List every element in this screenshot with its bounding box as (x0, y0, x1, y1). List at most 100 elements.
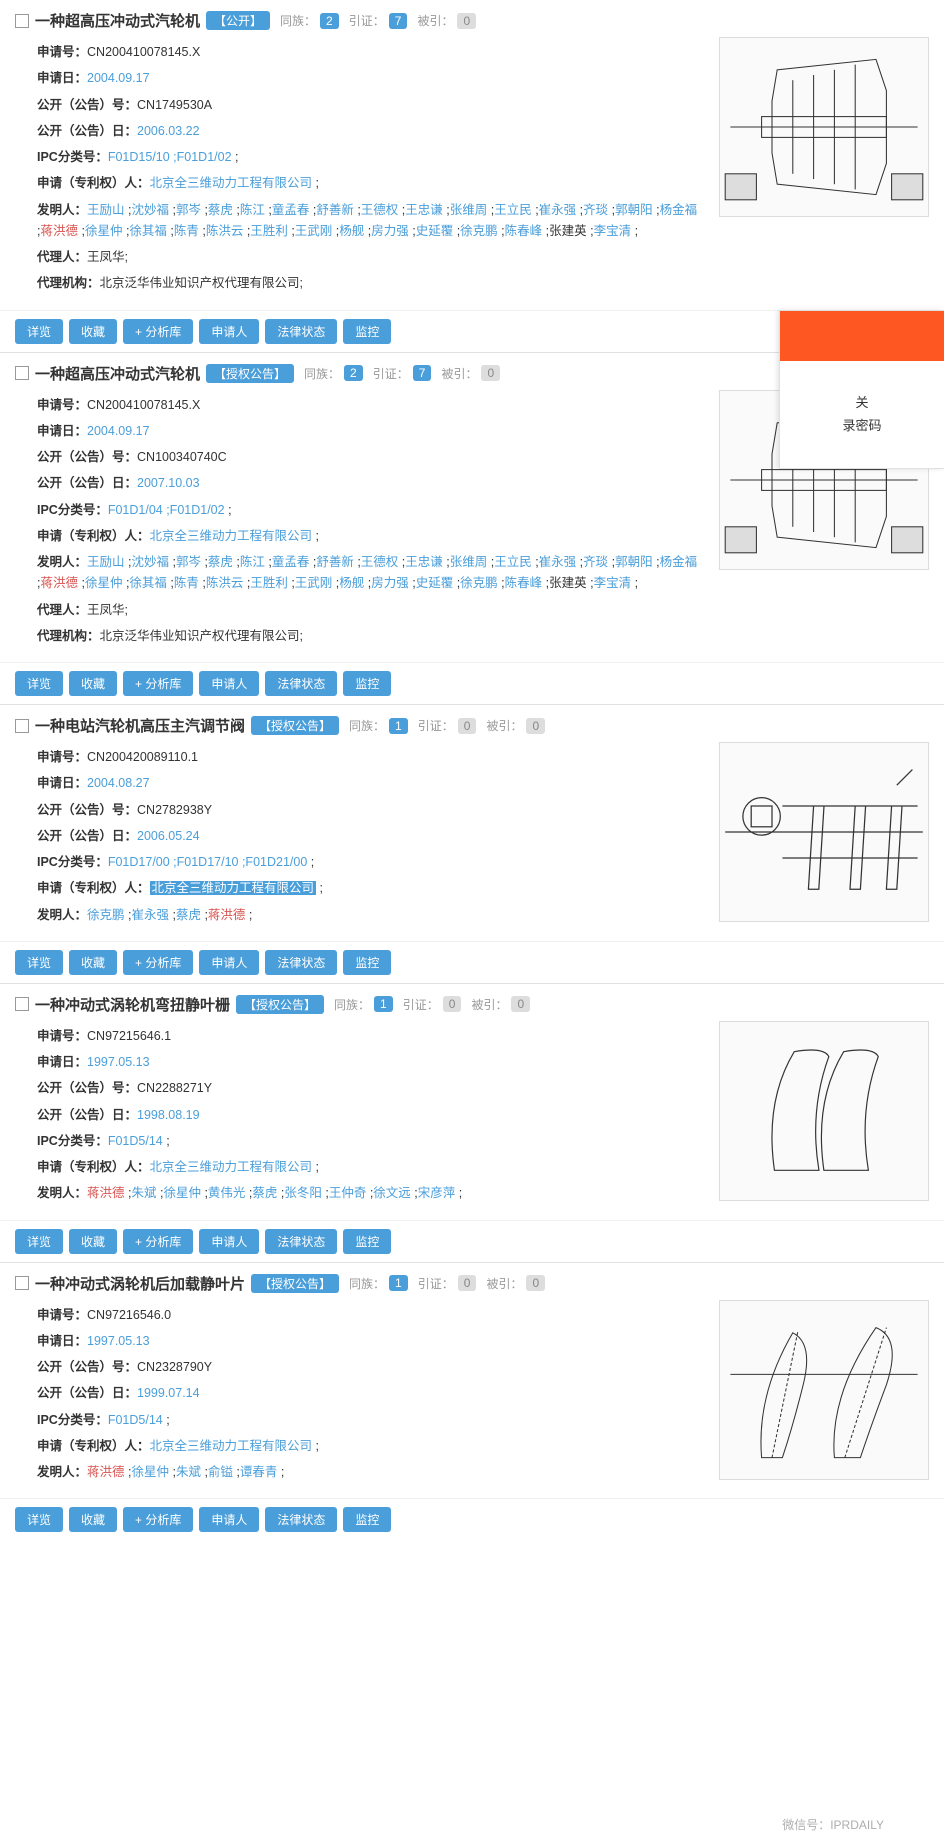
result-item: 一种冲动式涡轮机后加载静叶片 【授权公告】 同族：1 引证：0 被引：0 申请号… (0, 1262, 944, 1499)
inventors-row: 发明人：徐克鹏 ;崔永强 ;蔡虎 ;蒋洪德 ; (37, 905, 704, 926)
cited-count[interactable]: 被引：0 (482, 716, 545, 735)
side-panel-header[interactable] (780, 311, 944, 361)
legal-button[interactable]: 法律状态 (265, 319, 337, 344)
favorite-button[interactable]: 收藏 (69, 671, 117, 696)
select-checkbox[interactable] (15, 997, 29, 1011)
action-bar: 详览 收藏 + 分析库 申请人 法律状态 监控 (0, 941, 944, 983)
pub-no-row: 公开（公告）号：CN100340740C (37, 447, 704, 468)
action-bar: 详览 收藏 + 分析库 申请人 法律状态 监控 (0, 1498, 944, 1540)
patent-title[interactable]: 一种超高压冲动式汽轮机 (35, 10, 200, 31)
patent-title[interactable]: 一种超高压冲动式汽轮机 (35, 363, 200, 384)
monitor-button[interactable]: 监控 (343, 950, 391, 975)
patent-thumbnail[interactable] (719, 37, 929, 217)
analyze-button[interactable]: + 分析库 (123, 1229, 193, 1254)
family-count[interactable]: 同族：2 (300, 364, 363, 383)
family-count[interactable]: 同族：1 (330, 995, 393, 1014)
status-badge: 【授权公告】 (251, 1274, 339, 1293)
pub-date-row: 公开（公告）日：2007.10.03 (37, 473, 704, 494)
cited-count[interactable]: 被引：0 (413, 11, 476, 30)
applicant-button[interactable]: 申请人 (199, 671, 259, 696)
select-checkbox[interactable] (15, 719, 29, 733)
analyze-button[interactable]: + 分析库 (123, 319, 193, 344)
applicant-button[interactable]: 申请人 (199, 319, 259, 344)
family-count[interactable]: 同族：1 (345, 1274, 408, 1293)
inventors-row: 发明人：蒋洪德 ;徐星仲 ;朱斌 ;俞镒 ;谭春青 ; (37, 1462, 704, 1483)
cited-count[interactable]: 被引：0 (437, 364, 500, 383)
detail-button[interactable]: 详览 (15, 319, 63, 344)
applicant-button[interactable]: 申请人 (199, 950, 259, 975)
legal-button[interactable]: 法律状态 (265, 1507, 337, 1532)
legal-button[interactable]: 法律状态 (265, 950, 337, 975)
cite-count[interactable]: 引证：7 (345, 11, 408, 30)
app-date-row: 申请日：2004.08.27 (37, 773, 704, 794)
watermark: 微信号：IPRDAILY (782, 1816, 884, 1833)
ipc-row: IPC分类号：F01D5/14 ; (37, 1131, 704, 1152)
legal-button[interactable]: 法律状态 (265, 671, 337, 696)
patent-title[interactable]: 一种电站汽轮机高压主汽调节阀 (35, 715, 245, 736)
inventors-row: 发明人：蒋洪德 ;朱斌 ;徐星仲 ;黄伟光 ;蔡虎 ;张冬阳 ;王仲奇 ;徐文远… (37, 1183, 704, 1204)
app-no-row: 申请号：CN200420089110.1 (37, 747, 704, 768)
applicant-button[interactable]: 申请人 (199, 1507, 259, 1532)
app-date-row: 申请日：1997.05.13 (37, 1052, 704, 1073)
cite-count[interactable]: 引证：0 (414, 716, 477, 735)
favorite-button[interactable]: 收藏 (69, 950, 117, 975)
detail-button[interactable]: 详览 (15, 950, 63, 975)
monitor-button[interactable]: 监控 (343, 1507, 391, 1532)
legal-button[interactable]: 法律状态 (265, 1229, 337, 1254)
result-item: 一种冲动式涡轮机弯扭静叶栅 【授权公告】 同族：1 引证：0 被引：0 申请号：… (0, 983, 944, 1220)
status-badge: 【授权公告】 (251, 716, 339, 735)
result-item: 一种超高压冲动式汽轮机 【公开】 同族：2 引证：7 被引：0 申请号：CN20… (0, 0, 944, 310)
select-checkbox[interactable] (15, 366, 29, 380)
patent-thumbnail[interactable] (719, 742, 929, 922)
login-side-panel: 关 录密码 (779, 310, 944, 469)
action-bar: 详览 收藏 + 分析库 申请人 法律状态 监控 (0, 662, 944, 704)
result-item: 一种电站汽轮机高压主汽调节阀 【授权公告】 同族：1 引证：0 被引：0 申请号… (0, 704, 944, 941)
app-no-row: 申请号：CN97216546.0 (37, 1305, 704, 1326)
inventors-row: 发明人：王励山 ;沈妙福 ;郭岑 ;蔡虎 ;陈江 ;童孟春 ;舒善新 ;王德权 … (37, 552, 704, 595)
favorite-button[interactable]: 收藏 (69, 1507, 117, 1532)
favorite-button[interactable]: 收藏 (69, 1229, 117, 1254)
monitor-button[interactable]: 监控 (343, 1229, 391, 1254)
detail-button[interactable]: 详览 (15, 1507, 63, 1532)
ipc-row: IPC分类号：F01D17/00 ;F01D17/10 ;F01D21/00 ; (37, 852, 704, 873)
status-badge: 【公开】 (206, 11, 270, 30)
applicant-row: 申请（专利权）人：北京全三维动力工程有限公司 ; (37, 526, 704, 547)
action-bar: 详览 收藏 + 分析库 申请人 法律状态 监控 (0, 1220, 944, 1262)
family-count[interactable]: 同族：1 (345, 716, 408, 735)
agent-row: 代理人：王凤华; (37, 600, 704, 621)
cite-count[interactable]: 引证：7 (369, 364, 432, 383)
monitor-button[interactable]: 监控 (343, 671, 391, 696)
select-checkbox[interactable] (15, 1276, 29, 1290)
pub-date-row: 公开（公告）日：2006.05.24 (37, 826, 704, 847)
applicant-row: 申请（专利权）人：北京全三维动力工程有限公司 ; (37, 878, 704, 899)
cited-count[interactable]: 被引：0 (467, 995, 530, 1014)
favorite-button[interactable]: 收藏 (69, 319, 117, 344)
ipc-row: IPC分类号：F01D5/14 ; (37, 1410, 704, 1431)
detail-button[interactable]: 详览 (15, 1229, 63, 1254)
patent-thumbnail[interactable] (719, 1021, 929, 1201)
app-no-row: 申请号：CN200410078145.X (37, 395, 704, 416)
family-count[interactable]: 同族：2 (276, 11, 339, 30)
analyze-button[interactable]: + 分析库 (123, 1507, 193, 1532)
pub-no-row: 公开（公告）号：CN2328790Y (37, 1357, 704, 1378)
side-text-2: 录密码 (788, 414, 936, 437)
status-badge: 【授权公告】 (236, 995, 324, 1014)
pub-no-row: 公开（公告）号：CN2288271Y (37, 1078, 704, 1099)
ipc-row: IPC分类号：F01D15/10 ;F01D1/02 ; (37, 147, 704, 168)
status-badge: 【授权公告】 (206, 364, 294, 383)
cite-count[interactable]: 引证：0 (414, 1274, 477, 1293)
analyze-button[interactable]: + 分析库 (123, 950, 193, 975)
analyze-button[interactable]: + 分析库 (123, 671, 193, 696)
cite-count[interactable]: 引证：0 (399, 995, 462, 1014)
applicant-button[interactable]: 申请人 (199, 1229, 259, 1254)
detail-button[interactable]: 详览 (15, 671, 63, 696)
monitor-button[interactable]: 监控 (343, 319, 391, 344)
select-checkbox[interactable] (15, 14, 29, 28)
patent-title[interactable]: 一种冲动式涡轮机后加载静叶片 (35, 1273, 245, 1294)
app-date-row: 申请日：2004.09.17 (37, 68, 704, 89)
pub-date-row: 公开（公告）日：1998.08.19 (37, 1105, 704, 1126)
patent-title[interactable]: 一种冲动式涡轮机弯扭静叶栅 (35, 994, 230, 1015)
patent-thumbnail[interactable] (719, 1300, 929, 1480)
cited-count[interactable]: 被引：0 (482, 1274, 545, 1293)
applicant-row: 申请（专利权）人：北京全三维动力工程有限公司 ; (37, 173, 704, 194)
